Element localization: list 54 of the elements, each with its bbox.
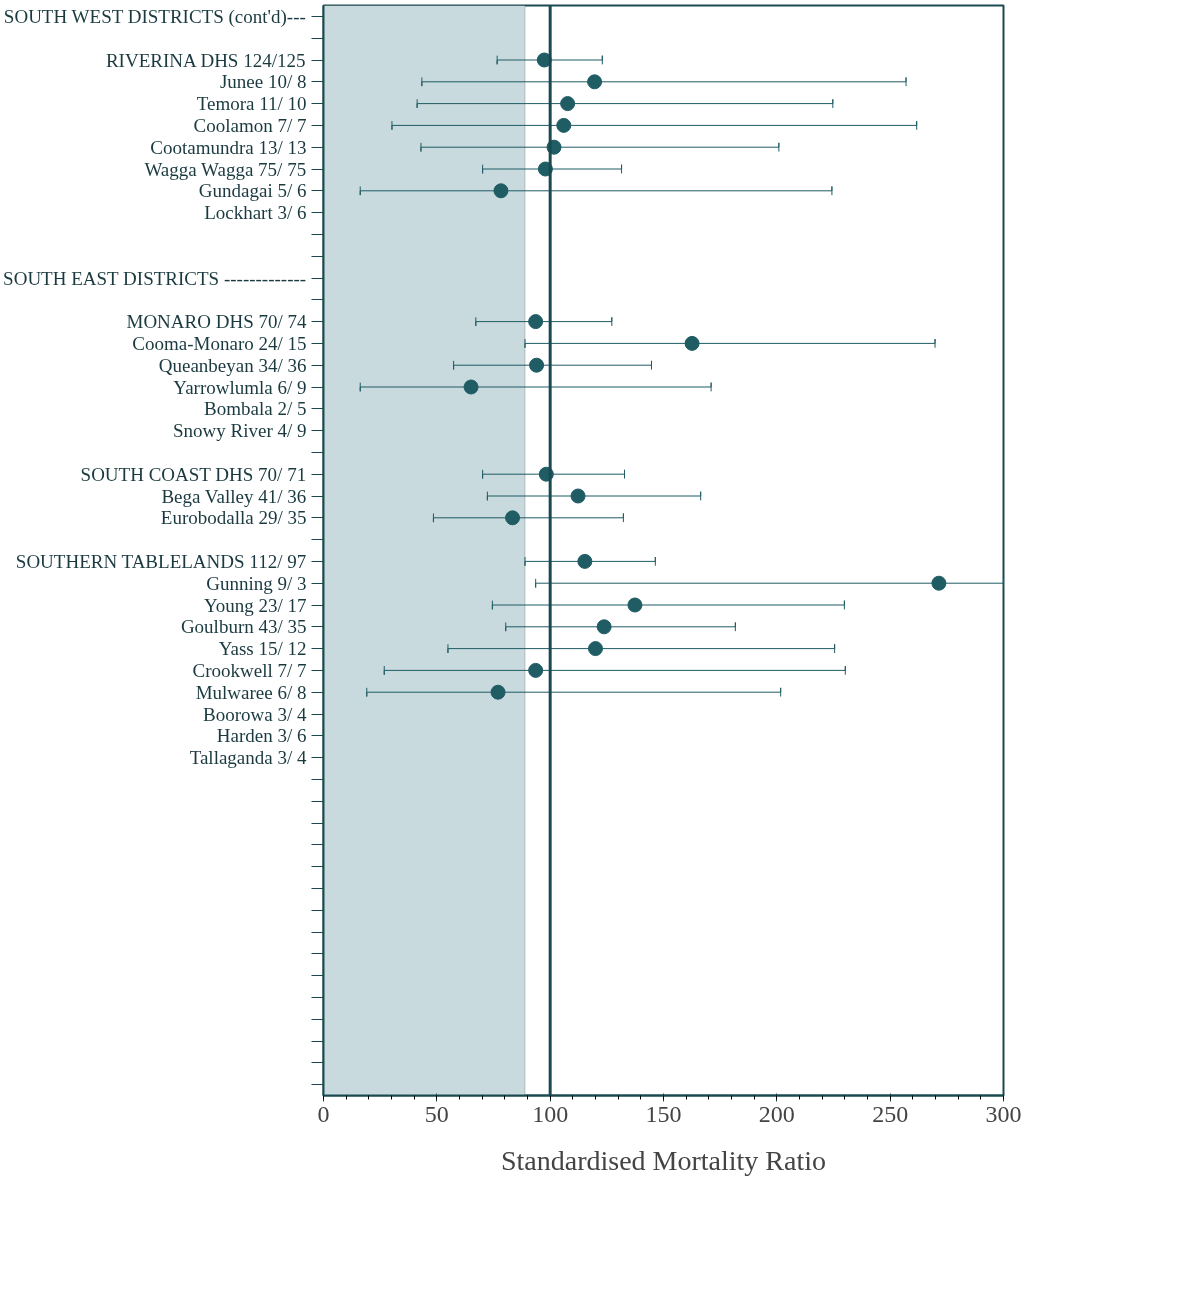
y-tick-label: Tallaganda 3/ 4 xyxy=(189,747,307,769)
y-tick-label: Young 23/ 17 xyxy=(203,594,307,616)
y-tick-label: Queanbeyan 34/ 36 xyxy=(158,354,307,376)
y-tick-label: SOUTH EAST DISTRICTS ------------- xyxy=(3,267,307,289)
y-tick-label: Coolamon 7/ 7 xyxy=(193,114,307,136)
y-tick-label: Bombala 2/ 5 xyxy=(204,398,307,420)
point xyxy=(587,74,603,90)
x-tick-label: 0 xyxy=(317,1100,330,1127)
y-tick-label: Crookwell 7/ 7 xyxy=(192,659,307,681)
y-tick-label: Bega Valley 41/ 36 xyxy=(161,485,307,507)
point xyxy=(560,96,576,112)
y-tick-label: SOUTHERN TABLELANDS 112/ 97 xyxy=(15,550,307,572)
point xyxy=(627,597,643,613)
point xyxy=(570,488,586,504)
y-tick-label: Yarrowlumla 6/ 9 xyxy=(173,376,307,398)
x-tick-label: 100 xyxy=(532,1100,569,1127)
point xyxy=(588,641,603,657)
point xyxy=(528,314,544,330)
y-tick-label: Gunning 9/ 3 xyxy=(206,572,307,594)
x-tick-label: 50 xyxy=(424,1100,449,1127)
point xyxy=(577,553,593,569)
point xyxy=(490,684,506,700)
x-tick-label: 300 xyxy=(985,1100,1022,1127)
y-tick-label: Lockhart 3/ 6 xyxy=(204,202,307,224)
y-tick-label: Yass 15/ 12 xyxy=(218,638,307,660)
x-tick-label: 200 xyxy=(758,1100,795,1127)
x-tick-label: 150 xyxy=(645,1100,682,1127)
x-axis-title: Standardised Mortality Ratio xyxy=(500,1144,827,1176)
x-tick-label: 250 xyxy=(872,1100,909,1127)
y-tick-label: Goulburn 43/ 35 xyxy=(180,616,307,638)
y-tick-label: Snowy River 4/ 9 xyxy=(172,420,307,442)
point xyxy=(596,619,612,635)
y-tick-label: Wagga Wagga 75/ 75 xyxy=(144,158,307,180)
point xyxy=(529,357,545,373)
point xyxy=(556,117,572,133)
y-tick-label: Gundagai 5/ 6 xyxy=(198,180,307,202)
point xyxy=(463,379,479,395)
point xyxy=(493,183,509,199)
point xyxy=(528,662,544,678)
y-tick-label: Cootamundra 13/ 13 xyxy=(150,136,307,158)
y-tick-label: MONARO DHS 70/ 74 xyxy=(126,311,307,333)
point xyxy=(931,575,947,591)
y-tick-label: SOUTH COAST DHS 70/ 71 xyxy=(80,463,307,485)
y-tick-label: Junee 10/ 8 xyxy=(219,71,307,93)
y-tick-label: SOUTH WEST DISTRICTS (cont'd)--- xyxy=(3,5,306,28)
y-tick-label: Mulwaree 6/ 8 xyxy=(195,681,307,703)
y-tick-label: Eurobodalla 29/ 35 xyxy=(160,507,307,529)
point xyxy=(684,335,700,351)
y-tick-label: RIVERINA DHS 124/125 xyxy=(105,49,306,71)
y-tick-label: Boorowa 3/ 4 xyxy=(203,703,307,725)
y-tick-label: Harden 3/ 6 xyxy=(216,725,307,747)
y-tick-label: Temora 11/ 10 xyxy=(196,93,307,115)
y-tick-label: Cooma-Monaro 24/ 15 xyxy=(132,332,307,354)
point xyxy=(505,510,521,526)
